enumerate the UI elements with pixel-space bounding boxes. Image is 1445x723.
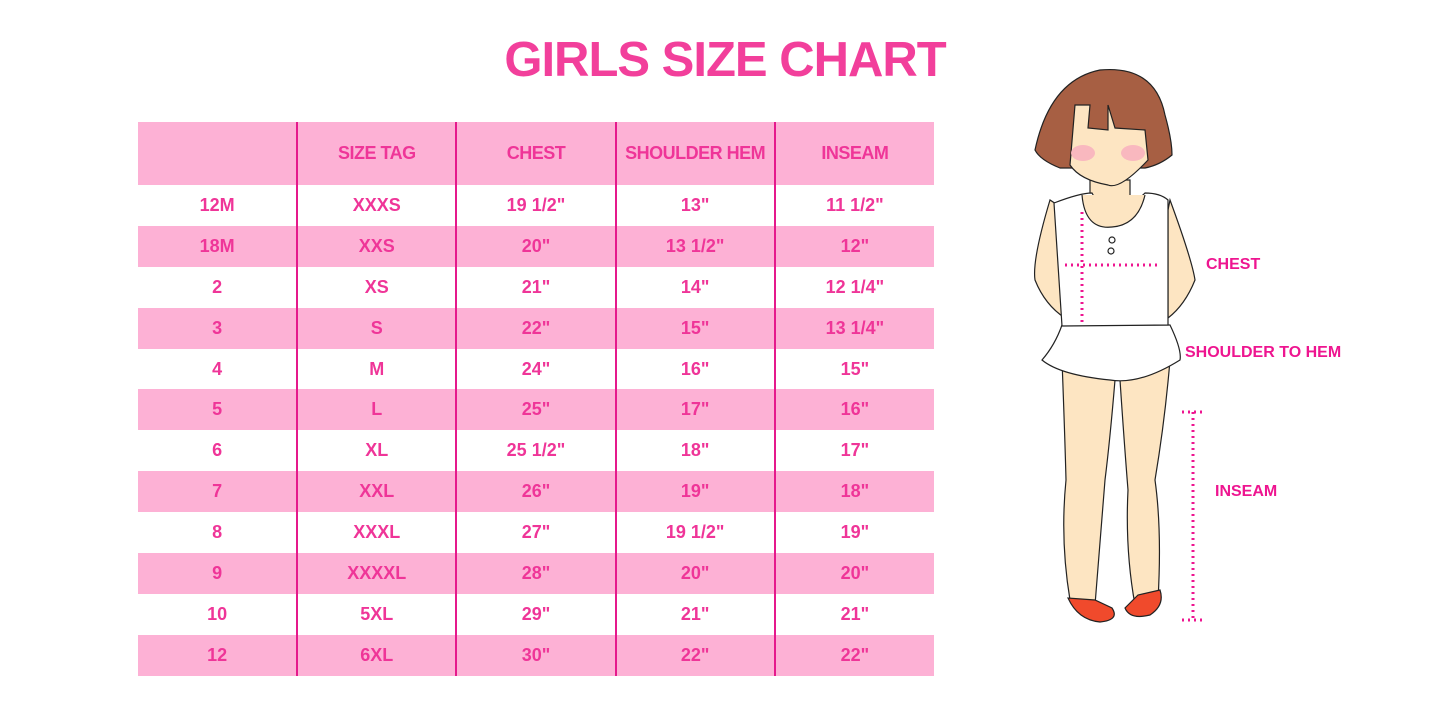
cell-chest: 24" [455, 348, 616, 390]
cell-size-tag: XXXS [296, 185, 457, 226]
cell-size: 9 [138, 553, 298, 594]
cell-size-tag: XXL [296, 471, 457, 513]
cell-size: 12 [138, 634, 298, 676]
cell-shoulder-hem: 22" [614, 634, 775, 676]
cell-chest: 22" [455, 307, 616, 349]
cell-chest: 27" [455, 512, 616, 554]
table-row: 9 XXXXL 28" 20" 20" [138, 553, 934, 594]
cell-shoulder-hem: 19" [614, 471, 775, 513]
girl-figure-icon [1034, 68, 1202, 623]
cell-size: 3 [138, 307, 298, 349]
table-row: 12 6XL 30" 22" 22" [138, 634, 934, 676]
table-row: 18M XXS 20" 13 1/2" 12" [138, 225, 934, 267]
cell-chest: 25 1/2" [455, 430, 616, 472]
table-row: 4 M 24" 16" 15" [138, 348, 934, 390]
cell-size: 2 [212, 276, 223, 297]
table-row: 3 S 22" 15" 13 1/4" [138, 307, 934, 349]
header-shoulder-hem: SHOULDER HEM [614, 122, 775, 185]
table-row: 5 L 25" 17" 16" [138, 389, 934, 431]
table-row: 2 XS 21" 14" 12 1/4" [138, 266, 934, 308]
table-header-row: SIZE TAG CHEST SHOULDER HEM INSEAM [138, 122, 934, 185]
cell-inseam: 22" [773, 634, 934, 676]
cell-inseam: 21" [773, 593, 934, 635]
cell-chest: 25" [455, 389, 616, 431]
page-title: GIRLS SIZE CHART [504, 33, 946, 87]
cell-chest: 21" [455, 266, 616, 308]
cell-size-tag: M [296, 348, 457, 390]
cell-shoulder-hem: 16" [614, 348, 775, 390]
table-row: 10 5XL 29" 21" 21" [138, 593, 934, 635]
cell-shoulder-hem: 15" [614, 307, 775, 349]
cell-inseam: 15" [773, 348, 934, 390]
cell-inseam: 20" [773, 553, 934, 594]
size-chart-table: SIZE TAG CHEST SHOULDER HEM INSEAM 12M XX… [138, 122, 934, 676]
header-chest: CHEST [455, 122, 616, 185]
cell-size-tag: XXS [296, 225, 457, 267]
inseam-label: INSEAM [1215, 483, 1278, 500]
cell-size-tag: S [296, 307, 457, 349]
cell-size-tag: 6XL [296, 634, 457, 676]
cell-size: 6 [212, 440, 223, 461]
cell-size: 4 [212, 358, 223, 379]
header-size [138, 122, 298, 185]
chest-label: CHEST [1206, 256, 1261, 273]
cell-size: 10 [207, 603, 228, 624]
table-row: 8 XXXL 27" 19 1/2" 19" [138, 512, 934, 554]
cell-shoulder-hem: 13 1/2" [614, 225, 775, 267]
cell-shoulder-hem: 13" [614, 185, 775, 226]
cell-size: 7 [138, 471, 298, 513]
header-size-tag: SIZE TAG [296, 122, 457, 185]
cell-chest: 26" [455, 471, 616, 513]
girl-illustration: CHEST SHOULDER TO HEM INSEAM [1020, 60, 1380, 665]
cell-chest: 20" [455, 225, 616, 267]
cell-size-tag: XS [296, 266, 457, 308]
cell-chest: 30" [455, 634, 616, 676]
cell-inseam: 12 1/4" [773, 266, 934, 308]
cell-inseam: 19" [773, 512, 934, 554]
cell-shoulder-hem: 18" [614, 430, 775, 472]
table-row: 7 XXL 26" 19" 18" [138, 471, 934, 513]
cell-chest: 28" [455, 553, 616, 594]
cell-size: 8 [212, 522, 223, 543]
cell-inseam: 17" [773, 430, 934, 472]
cell-size-tag: 5XL [296, 593, 457, 635]
cell-shoulder-hem: 17" [614, 389, 775, 431]
cell-shoulder-hem: 19 1/2" [614, 512, 775, 554]
cell-size-tag: XL [296, 430, 457, 472]
cell-inseam: 11 1/2" [773, 185, 934, 226]
cell-inseam: 12" [773, 225, 934, 267]
cell-chest: 29" [455, 593, 616, 635]
cell-shoulder-hem: 20" [614, 553, 775, 594]
cell-inseam: 18" [773, 471, 934, 513]
table-row: 12M XXXS 19 1/2" 13" 11 1/2" [138, 185, 934, 226]
cell-inseam: 16" [773, 389, 934, 431]
cell-size-tag: XXXXL [296, 553, 457, 594]
cell-size-tag: XXXL [296, 512, 457, 554]
cell-shoulder-hem: 14" [614, 266, 775, 308]
cell-size: 5 [138, 389, 298, 431]
table-row: 6 XL 25 1/2" 18" 17" [138, 430, 934, 472]
cell-size: 12M [199, 194, 235, 215]
header-inseam: INSEAM [773, 122, 934, 185]
cell-size: 18M [138, 225, 298, 267]
cell-shoulder-hem: 21" [614, 593, 775, 635]
cell-chest: 19 1/2" [455, 185, 616, 226]
cell-size-tag: L [296, 389, 457, 431]
shoulder-to-hem-label: SHOULDER TO HEM [1185, 344, 1342, 361]
cell-inseam: 13 1/4" [773, 307, 934, 349]
